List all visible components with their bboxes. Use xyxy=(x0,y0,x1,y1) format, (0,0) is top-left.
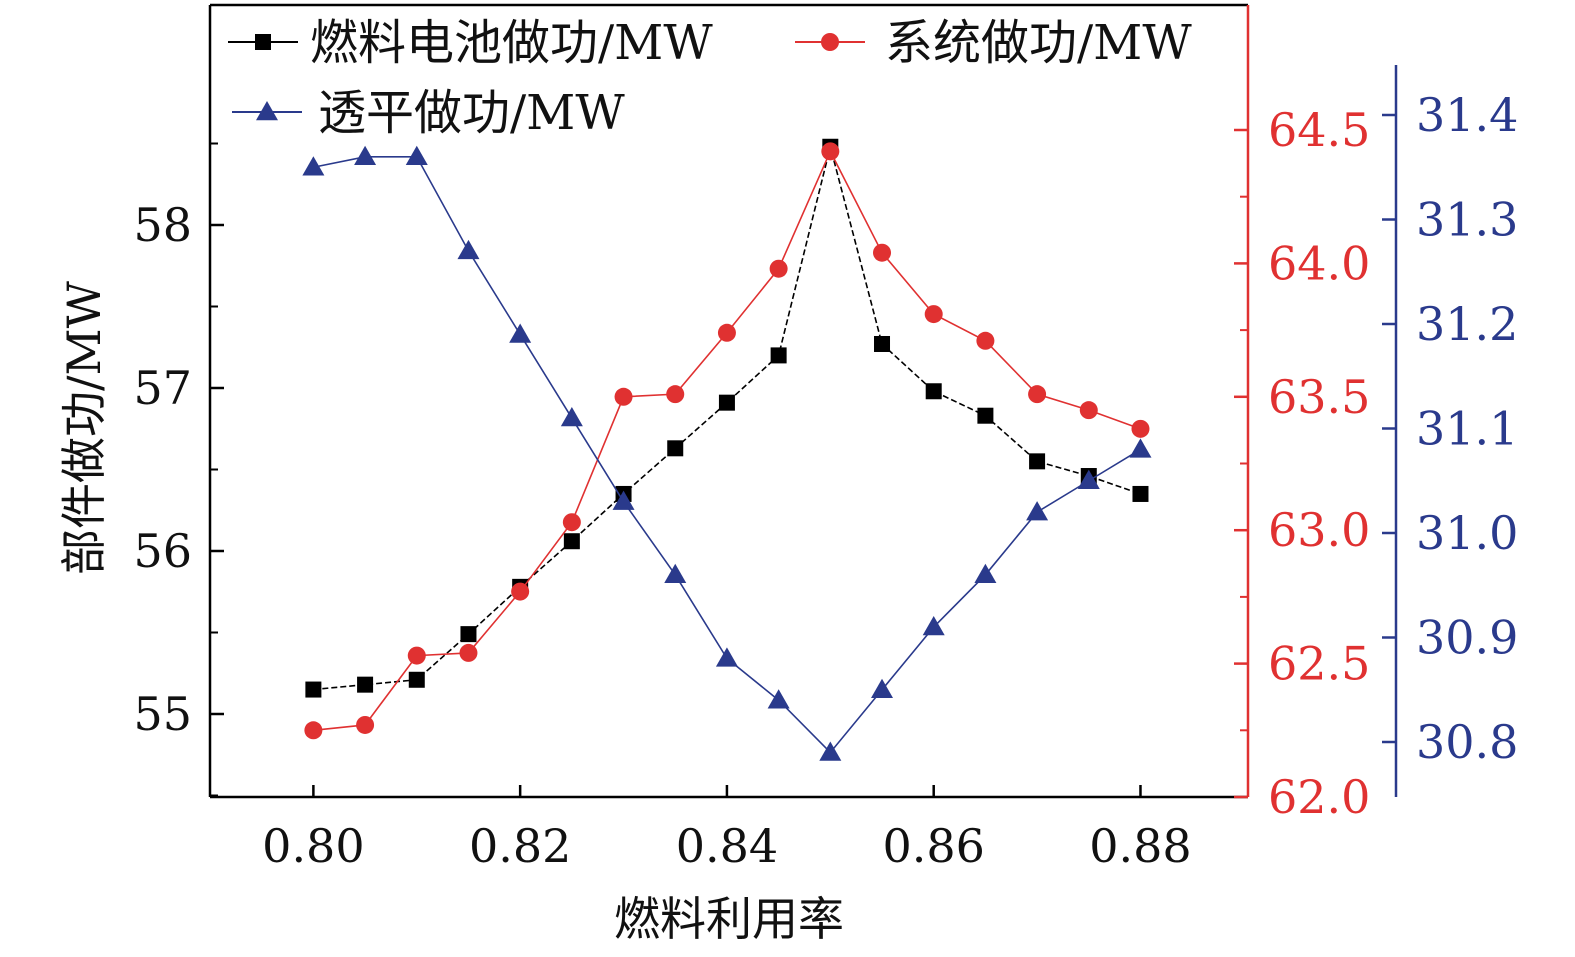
turbine-tick-label: 31.2 xyxy=(1416,297,1518,351)
turbine-tick-label: 31.3 xyxy=(1416,193,1518,247)
x-tick-label: 0.80 xyxy=(262,819,364,873)
data-point xyxy=(304,721,323,740)
series-2 xyxy=(302,145,1152,761)
data-point xyxy=(922,616,945,636)
data-point xyxy=(1132,485,1149,502)
legend-label: 燃料电池做功/MW xyxy=(310,15,713,71)
legend-item-2: 透平做功/MW xyxy=(232,85,625,141)
legend: 燃料电池做功/MW 系统做功/MW 透平做功/MW xyxy=(228,15,1192,141)
legend-label: 透平做功/MW xyxy=(318,85,625,141)
x-tick-label: 0.88 xyxy=(1089,819,1191,873)
data-point xyxy=(1029,453,1046,470)
legend-label: 系统做功/MW xyxy=(885,15,1192,71)
data-point xyxy=(405,145,428,166)
data-point xyxy=(357,676,374,693)
turbine-tick-label: 31.1 xyxy=(1416,402,1518,456)
data-point xyxy=(925,383,942,400)
data-point xyxy=(977,407,994,424)
system-tick-label: 62.5 xyxy=(1268,637,1370,691)
data-point xyxy=(718,394,735,411)
data-point xyxy=(1131,419,1150,438)
data-point xyxy=(924,305,943,324)
left-tick-label: 55 xyxy=(133,687,192,741)
data-point xyxy=(974,563,997,584)
data-point xyxy=(457,239,480,260)
data-point xyxy=(1028,385,1047,404)
system-tick-label: 63.0 xyxy=(1268,503,1370,557)
data-point xyxy=(614,387,633,406)
data-point xyxy=(715,647,738,667)
data-point xyxy=(407,646,426,665)
data-point xyxy=(874,335,891,352)
legend-marker xyxy=(821,33,839,51)
data-point xyxy=(511,582,530,601)
data-point xyxy=(769,259,788,278)
turbine-tick-label: 31.0 xyxy=(1416,506,1518,560)
data-point xyxy=(305,681,322,698)
data-point xyxy=(664,563,687,584)
left-tick-label: 56 xyxy=(133,524,192,578)
turbine-tick-label: 31.4 xyxy=(1416,88,1518,142)
data-point xyxy=(356,715,375,734)
data-point xyxy=(612,490,635,510)
data-point xyxy=(667,440,684,457)
data-point xyxy=(770,347,787,364)
data-point xyxy=(873,243,892,262)
data-point xyxy=(460,626,477,643)
data-point xyxy=(819,741,842,761)
series-0 xyxy=(305,138,1149,698)
system-tick-label: 64.0 xyxy=(1268,236,1370,290)
left-tick-label: 57 xyxy=(133,361,192,415)
x-tick-label: 0.86 xyxy=(882,819,984,873)
legend-item-1: 系统做功/MW xyxy=(795,15,1192,71)
data-point xyxy=(821,142,840,161)
data-point xyxy=(560,407,583,427)
data-point xyxy=(1079,401,1098,420)
data-point xyxy=(871,678,894,698)
system-tick-label: 63.5 xyxy=(1268,370,1370,424)
data-point xyxy=(666,385,685,404)
data-point xyxy=(408,671,425,688)
data-point xyxy=(717,323,736,342)
series-group xyxy=(302,138,1152,761)
data-point xyxy=(1077,469,1100,489)
data-point xyxy=(767,689,790,709)
x-tick-label: 0.84 xyxy=(676,819,778,873)
turbine-tick-label: 30.9 xyxy=(1416,611,1518,665)
axes-group: 0.80 0.82 0.84 0.86 0.88 55 56 57 58 62.0 62.5 63.0… xyxy=(57,3,1518,946)
data-point xyxy=(1026,501,1049,521)
series-1 xyxy=(304,142,1150,740)
data-point xyxy=(459,643,478,662)
data-point xyxy=(302,156,325,176)
series-line xyxy=(313,146,1141,691)
legend-marker xyxy=(256,101,278,121)
data-point xyxy=(976,331,995,350)
turbine-tick-label: 30.8 xyxy=(1416,715,1518,769)
x-axis-title: 燃料利用率 xyxy=(614,892,844,946)
legend-marker xyxy=(255,34,271,50)
y-axis-title: 部件做功/MW xyxy=(57,280,111,575)
data-point xyxy=(509,323,532,343)
system-tick-label: 64.5 xyxy=(1268,103,1370,157)
data-point xyxy=(563,533,580,550)
legend-item-0: 燃料电池做功/MW xyxy=(228,15,713,71)
data-point xyxy=(562,513,581,532)
data-point xyxy=(354,145,377,166)
left-tick-label: 58 xyxy=(133,198,192,252)
x-tick-label: 0.82 xyxy=(469,819,571,873)
series-line xyxy=(313,149,1141,732)
system-tick-label: 62.0 xyxy=(1268,770,1370,824)
data-point xyxy=(1129,438,1152,458)
